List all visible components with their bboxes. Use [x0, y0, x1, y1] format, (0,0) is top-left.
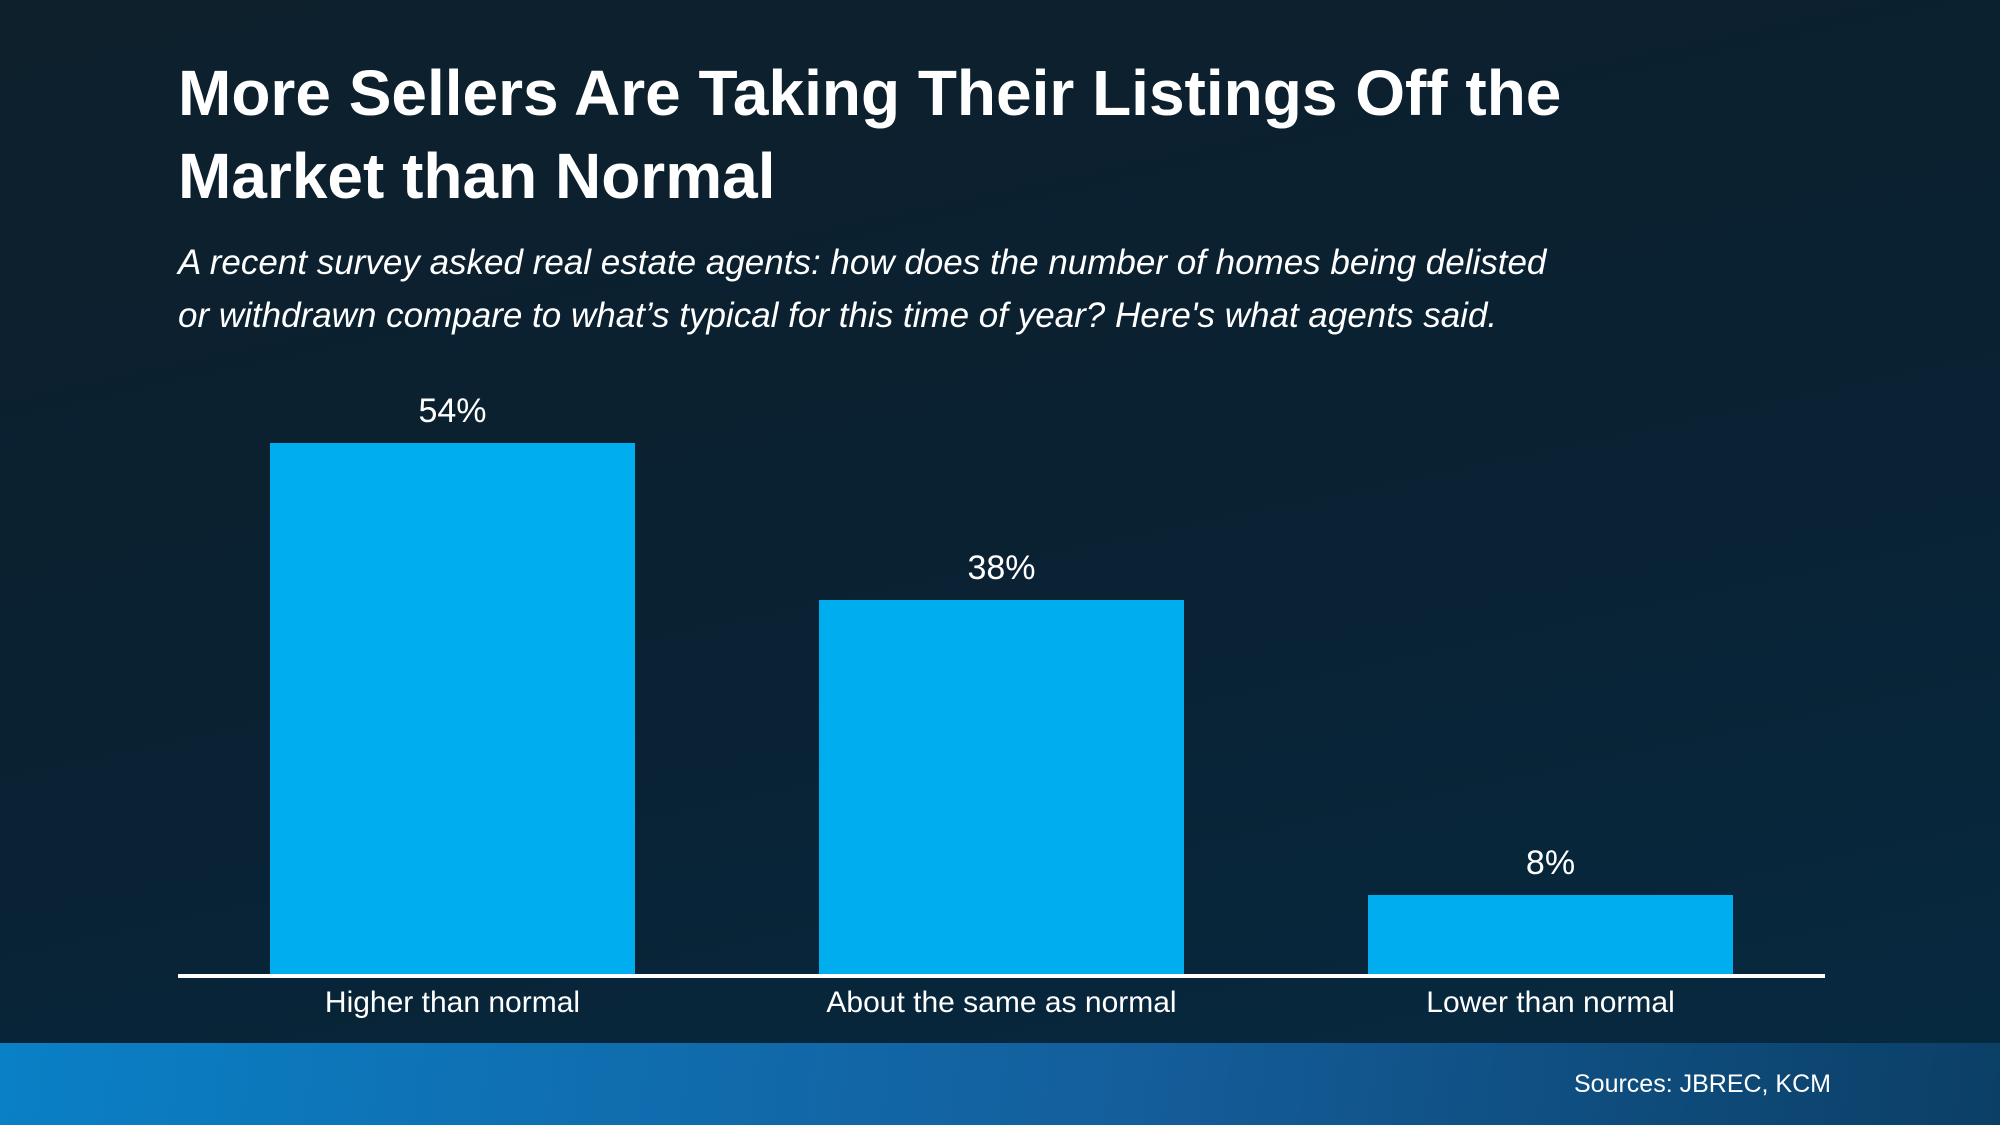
bar-column-higher-than-normal: 54%: [270, 392, 635, 974]
chart-subtitle: A recent survey asked real estate agents…: [178, 236, 1546, 342]
chart-title: More Sellers Are Taking Their Listings O…: [178, 52, 1561, 218]
category-label-about-the-same-as-normal: About the same as normal: [826, 986, 1177, 1019]
x-axis-line: [178, 974, 1825, 978]
bar-lower-than-normal: [1368, 895, 1733, 974]
bar-value-label: 54%: [418, 392, 487, 430]
bar-chart: 54% 38% 8%: [270, 392, 1733, 974]
chart-subtitle-line-1: A recent survey asked real estate agents…: [178, 243, 1547, 282]
category-label-higher-than-normal: Higher than normal: [324, 986, 581, 1019]
bar-value-label: 8%: [1525, 844, 1576, 882]
sources-label: Sources: JBREC, KCM: [1573, 1070, 1831, 1098]
bar-value-label: 38%: [967, 549, 1036, 587]
bar-column-lower-than-normal: 8%: [1368, 844, 1733, 974]
bar-column-about-the-same-as-normal: 38%: [819, 549, 1184, 974]
chart-subtitle-line-2: or withdrawn compare to what’s typical f…: [178, 296, 1498, 335]
bar-higher-than-normal: [270, 443, 635, 974]
category-label-lower-than-normal: Lower than normal: [1426, 986, 1675, 1019]
x-axis-category-labels: Higher than normal About the same as norm…: [270, 986, 1733, 1020]
bar-about-the-same-as-normal: [819, 600, 1184, 974]
footer-bar: Sources: JBREC, KCM: [0, 1043, 2000, 1125]
chart-title-line-1: More Sellers Are Taking Their Listings O…: [178, 57, 1562, 129]
chart-title-line-2: Market than Normal: [178, 140, 776, 212]
